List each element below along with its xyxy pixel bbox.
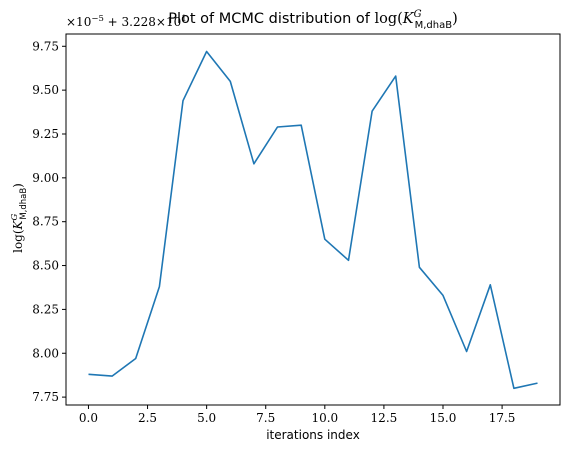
y-tick-label: 9.50: [32, 83, 59, 97]
x-tick-label: 10.0: [311, 411, 338, 425]
y-tick-label: 8.75: [32, 215, 59, 229]
y-tick-label: 9.75: [32, 39, 59, 53]
x-tick-label: 2.5: [138, 411, 157, 425]
x-tick-label: 17.5: [489, 411, 516, 425]
series-line: [88, 50, 538, 390]
plot-area-frame: [65, 33, 561, 406]
y-tick-label: 8.00: [32, 346, 59, 360]
y-offset-text: ×10−5 + 3.228×101: [66, 14, 187, 29]
x-axis-label: iterations index: [266, 428, 360, 442]
ticks: 0.0 2.5 5.0 7.5 10.0 12.5 15.0 17.5 7.75 8.00 8.25…: [32, 39, 515, 425]
y-tick-label: 9.00: [32, 171, 59, 185]
y-tick-label: 7.75: [32, 390, 59, 404]
x-tick-label: 5.0: [197, 411, 216, 425]
y-tick-label: 8.50: [32, 259, 59, 273]
y-axis-label: log(KGM,dhaB): [10, 183, 29, 253]
x-tick-label: 12.5: [371, 411, 398, 425]
x-tick-label: 0.0: [79, 411, 98, 425]
x-tick-label: 7.5: [256, 411, 275, 425]
chart-title: Plot of MCMC distribution of log(KG M,dha…: [168, 9, 458, 31]
y-tick-label: 8.25: [32, 302, 59, 316]
y-tick-label: 9.25: [32, 127, 59, 141]
series: [88, 50, 538, 390]
x-tick-label: 15.0: [430, 411, 457, 425]
